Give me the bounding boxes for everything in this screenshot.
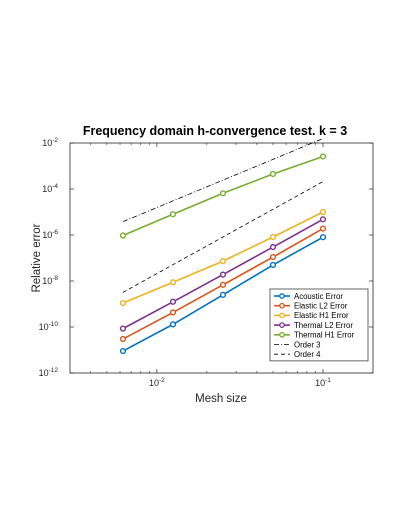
data-point-thermal-h1-error bbox=[119, 232, 127, 239]
y-tick-label: 10-4 bbox=[42, 183, 58, 194]
series-line-order-3 bbox=[122, 138, 324, 223]
y-tick-label: 10-8 bbox=[42, 275, 58, 286]
data-point-thermal-l2-error bbox=[119, 325, 127, 332]
data-point-acoustic-error bbox=[119, 347, 127, 355]
data-point-thermal-l2-error bbox=[319, 216, 327, 223]
data-point-thermal-l2-error bbox=[269, 243, 277, 251]
legend-label-thermal-l2-error: Thermal L2 Error bbox=[294, 321, 353, 330]
data-point-acoustic-error bbox=[169, 321, 177, 328]
y-tick-label: 10-2 bbox=[42, 137, 58, 148]
data-point-thermal-h1-error bbox=[319, 153, 327, 160]
x-tick-label: 10-2 bbox=[149, 377, 165, 388]
y-tick-label: 10-12 bbox=[39, 367, 59, 378]
legend-marker-elastic-l2-error bbox=[279, 302, 285, 309]
data-point-elastic-h1-error bbox=[169, 279, 177, 286]
series-layer bbox=[119, 138, 327, 355]
data-point-thermal-h1-error bbox=[169, 211, 177, 218]
data-point-thermal-l2-error bbox=[219, 271, 227, 278]
data-point-elastic-h1-error bbox=[119, 299, 127, 307]
legend-marker-thermal-l2-error bbox=[279, 322, 285, 328]
data-point-elastic-h1-error bbox=[269, 233, 277, 241]
legend-marker-thermal-h1-error bbox=[279, 331, 285, 338]
data-point-elastic-l2-error bbox=[119, 335, 127, 343]
x-axis-label: Mesh size bbox=[195, 393, 247, 405]
legend-label-acoustic-error: Acoustic Error bbox=[294, 292, 343, 301]
y-tick-label: 10-6 bbox=[42, 229, 58, 240]
data-point-thermal-h1-error bbox=[219, 190, 227, 197]
legend-marker-elastic-h1-error bbox=[279, 312, 285, 319]
legend-marker-acoustic-error bbox=[279, 293, 285, 299]
axis-ticks: 10-2 10-1 10-12 10-10 10-8 10-6 10-4 10-2 bbox=[39, 137, 373, 388]
y-tick-label: 10-10 bbox=[39, 321, 59, 332]
legend-label-elastic-l2-error: Elastic L2 Error bbox=[294, 302, 348, 311]
y-axis-label: Relative error bbox=[31, 223, 43, 292]
legend-label-thermal-h1-error: Thermal H1 Error bbox=[294, 331, 355, 340]
data-point-elastic-h1-error bbox=[219, 258, 227, 265]
series-line-order-4 bbox=[122, 181, 324, 293]
x-tick-label: 10-1 bbox=[315, 377, 331, 388]
legend-label-order-3: Order 3 bbox=[294, 340, 320, 349]
data-point-elastic-l2-error bbox=[219, 281, 227, 288]
data-point-thermal-h1-error bbox=[269, 170, 277, 178]
data-point-acoustic-error bbox=[319, 234, 327, 241]
data-point-elastic-h1-error bbox=[319, 208, 327, 216]
data-point-elastic-l2-error bbox=[319, 225, 327, 232]
data-point-thermal-l2-error bbox=[169, 298, 177, 305]
data-point-acoustic-error bbox=[219, 291, 227, 298]
data-point-elastic-l2-error bbox=[269, 253, 277, 261]
chart-title: Frequency domain h-convergence test. k =… bbox=[83, 124, 347, 138]
data-point-elastic-l2-error bbox=[169, 309, 177, 316]
legend-label-order-4: Order 4 bbox=[294, 350, 321, 359]
legend-label-elastic-h1-error: Elastic H1 Error bbox=[294, 311, 349, 320]
data-point-acoustic-error bbox=[269, 261, 277, 269]
